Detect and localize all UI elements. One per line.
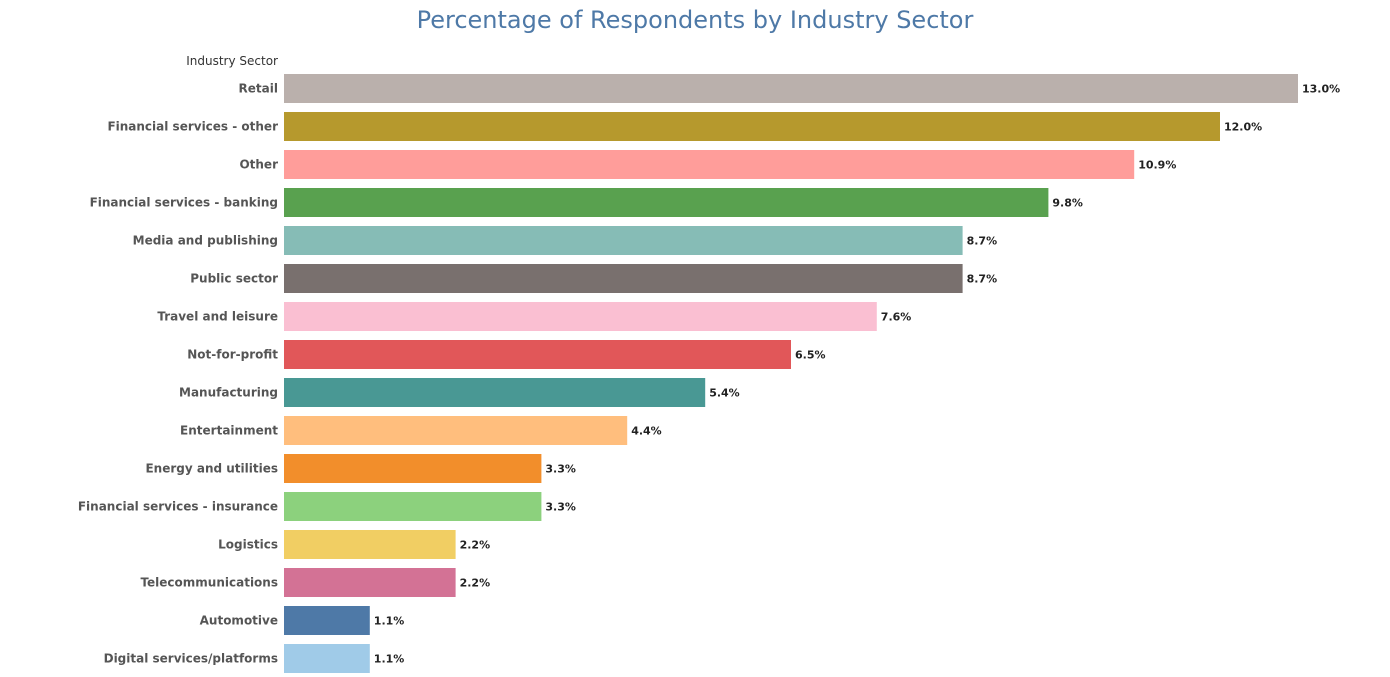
category-label: Financial services - insurance bbox=[78, 500, 278, 514]
category-label: Financial services - other bbox=[107, 120, 278, 134]
bar[interactable] bbox=[284, 74, 1298, 103]
value-label: 7.6% bbox=[881, 311, 912, 324]
bar[interactable] bbox=[284, 416, 628, 445]
category-label: Entertainment bbox=[180, 424, 278, 438]
value-label: 3.3% bbox=[545, 501, 576, 514]
category-label: Public sector bbox=[190, 272, 278, 286]
bar[interactable] bbox=[284, 454, 542, 483]
category-label: Energy and utilities bbox=[145, 462, 278, 476]
bar[interactable] bbox=[284, 530, 456, 559]
category-label: Retail bbox=[239, 82, 278, 96]
category-label: Media and publishing bbox=[133, 234, 278, 248]
value-label: 3.3% bbox=[545, 463, 576, 476]
chart-title: Percentage of Respondents by Industry Se… bbox=[416, 6, 974, 34]
value-label: 2.2% bbox=[460, 577, 491, 590]
bar[interactable] bbox=[284, 150, 1135, 179]
bar[interactable] bbox=[284, 340, 791, 369]
bar[interactable] bbox=[284, 302, 877, 331]
value-label: 6.5% bbox=[795, 349, 826, 362]
category-label: Logistics bbox=[218, 538, 278, 552]
bar[interactable] bbox=[284, 606, 370, 635]
value-label: 10.9% bbox=[1138, 159, 1176, 172]
bar[interactable] bbox=[284, 644, 370, 673]
value-label: 1.1% bbox=[374, 615, 405, 628]
category-label: Automotive bbox=[200, 614, 278, 628]
category-label: Digital services/platforms bbox=[104, 652, 278, 666]
bar[interactable] bbox=[284, 264, 963, 293]
category-label: Other bbox=[239, 158, 278, 172]
value-label: 8.7% bbox=[967, 273, 998, 286]
value-label: 9.8% bbox=[1052, 197, 1083, 210]
value-label: 12.0% bbox=[1224, 121, 1262, 134]
bar[interactable] bbox=[284, 568, 456, 597]
y-axis-header: Industry Sector bbox=[186, 54, 278, 68]
bar[interactable] bbox=[284, 112, 1220, 141]
category-label: Financial services - banking bbox=[90, 196, 278, 210]
category-label: Travel and leisure bbox=[157, 310, 278, 324]
bar[interactable] bbox=[284, 188, 1049, 217]
value-label: 4.4% bbox=[631, 425, 662, 438]
value-label: 5.4% bbox=[709, 387, 740, 400]
value-label: 1.1% bbox=[374, 653, 405, 666]
bar[interactable] bbox=[284, 492, 542, 521]
value-label: 8.7% bbox=[967, 235, 998, 248]
value-label: 13.0% bbox=[1302, 83, 1340, 96]
bar[interactable] bbox=[284, 226, 963, 255]
bars-layer: Retail 13.0% Financial services - other 12.… bbox=[78, 74, 1340, 673]
category-label: Not-for-profit bbox=[187, 348, 278, 362]
category-label: Manufacturing bbox=[179, 386, 278, 400]
category-label: Telecommunications bbox=[140, 576, 278, 590]
value-label: 2.2% bbox=[460, 539, 491, 552]
bar[interactable] bbox=[284, 378, 706, 407]
